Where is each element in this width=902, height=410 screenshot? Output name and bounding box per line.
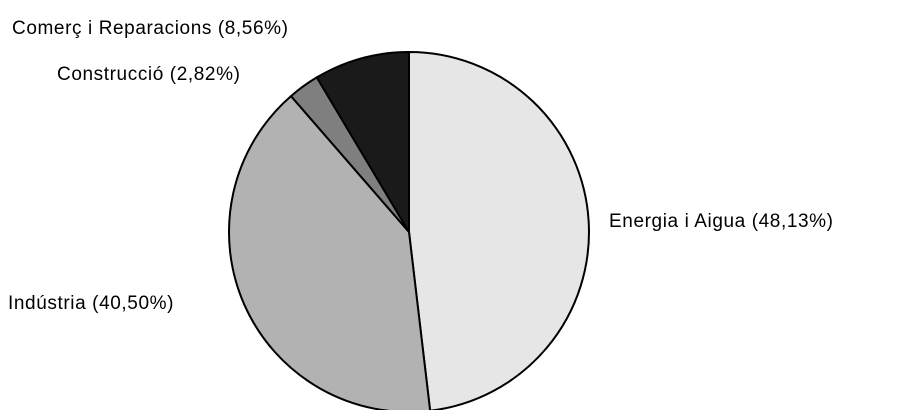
pie-slice-energia-i-aigua: [408, 51, 590, 410]
pie-slices: [228, 51, 590, 410]
pie-slice-comerc-i-reparacions: [315, 51, 410, 233]
pie-labels: Energia i Aigua (48,13%) Indústria (40,5…: [8, 18, 834, 314]
pie-slice-industria: [228, 95, 432, 410]
label-construccio: Construcció (2,82%): [57, 64, 241, 85]
label-energia-i-aigua: Energia i Aigua (48,13%): [609, 211, 834, 232]
label-comerc-i-reparacions: Comerç i Reparacions (8,56%): [12, 18, 289, 39]
label-industria: Indústria (40,50%): [8, 293, 174, 314]
